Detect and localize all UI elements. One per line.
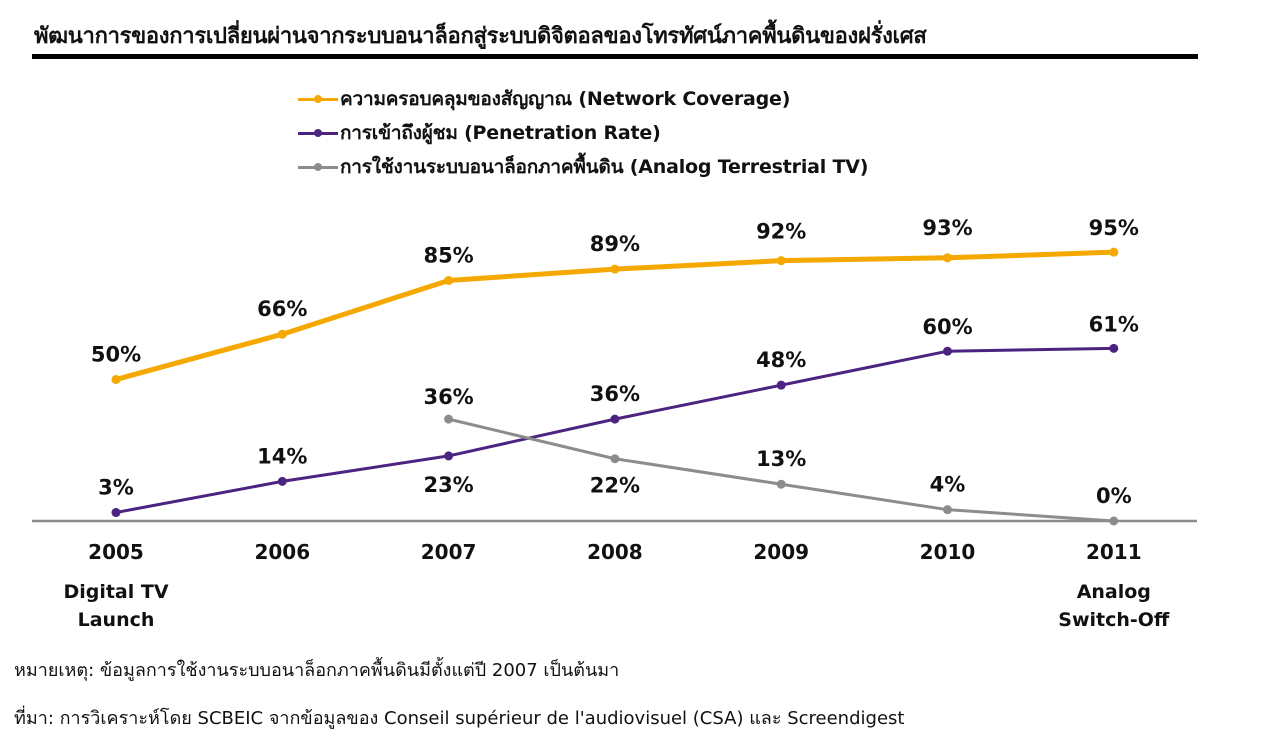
legend-item-network: ความครอบคลุมของสัญญาณ (Network Coverage) bbox=[298, 82, 868, 116]
legend-swatch-penetration bbox=[298, 127, 338, 139]
data-label-network: 66% bbox=[257, 297, 307, 321]
data-label-network: 95% bbox=[1089, 216, 1139, 240]
data-point-network bbox=[444, 275, 454, 285]
data-label-analog: 4% bbox=[930, 473, 966, 497]
data-point-network bbox=[776, 256, 786, 266]
data-point-penetration bbox=[111, 508, 121, 518]
data-label-penetration: 23% bbox=[423, 473, 473, 497]
x-tick-label: 2008 bbox=[587, 540, 643, 564]
data-point-network bbox=[1109, 247, 1119, 257]
data-label-analog: 22% bbox=[590, 474, 640, 498]
data-label-penetration: 36% bbox=[590, 382, 640, 406]
legend-label-analog: การใช้งานระบบอนาล็อกภาคพื้นดิน (Analog T… bbox=[340, 156, 869, 178]
data-point-analog bbox=[444, 414, 454, 424]
data-label-network: 89% bbox=[590, 232, 640, 256]
title-underline bbox=[32, 54, 1198, 59]
data-label-penetration: 60% bbox=[922, 315, 972, 339]
data-point-penetration bbox=[943, 346, 952, 356]
footnote-source: ที่มา: การวิเคราะห์โดย SCBEIC จากข้อมูลข… bbox=[14, 708, 905, 729]
x-tick-label: 2005 bbox=[88, 540, 144, 564]
legend-label-network: ความครอบคลุมของสัญญาณ (Network Coverage) bbox=[340, 88, 791, 110]
data-point-analog bbox=[943, 505, 952, 515]
data-label-network: 92% bbox=[756, 220, 806, 244]
x-tick-sublabel: Launch bbox=[78, 609, 155, 631]
data-point-analog bbox=[776, 479, 786, 489]
data-label-penetration: 61% bbox=[1089, 312, 1139, 336]
chart-title: พัฒนาการของการเปลี่ยนผ่านจากระบบอนาล็อกส… bbox=[34, 24, 927, 49]
data-label-network: 85% bbox=[423, 243, 473, 267]
data-point-penetration bbox=[277, 476, 287, 486]
data-point-network bbox=[610, 264, 620, 274]
data-label-penetration: 48% bbox=[756, 348, 806, 372]
data-point-network bbox=[111, 375, 121, 384]
data-label-network: 50% bbox=[91, 343, 141, 367]
x-tick-label: 2007 bbox=[421, 540, 477, 564]
legend-item-analog: การใช้งานระบบอนาล็อกภาคพื้นดิน (Analog T… bbox=[298, 150, 868, 184]
legend-item-penetration: การเข้าถึงผู้ชม (Penetration Rate) bbox=[298, 116, 868, 150]
x-tick-label: 2009 bbox=[753, 540, 809, 564]
x-tick-label: 2011 bbox=[1086, 540, 1142, 564]
data-label-analog: 0% bbox=[1096, 484, 1132, 508]
data-point-penetration bbox=[610, 414, 620, 424]
data-label-network: 93% bbox=[922, 216, 972, 240]
data-label-penetration: 3% bbox=[98, 476, 134, 500]
legend-label-penetration: การเข้าถึงผู้ชม (Penetration Rate) bbox=[340, 122, 661, 144]
legend-swatch-analog bbox=[298, 161, 338, 173]
x-tick-sublabel: Digital TV bbox=[63, 581, 168, 603]
x-tick-label: 2006 bbox=[254, 540, 310, 564]
chart-legend: ความครอบคลุมของสัญญาณ (Network Coverage)… bbox=[298, 82, 868, 184]
data-label-analog: 36% bbox=[423, 385, 473, 409]
x-tick-sublabel: Analog bbox=[1077, 581, 1151, 603]
data-point-penetration bbox=[776, 380, 786, 390]
data-label-penetration: 14% bbox=[257, 444, 307, 468]
data-label-analog: 13% bbox=[756, 447, 806, 471]
data-point-analog bbox=[1109, 516, 1119, 526]
data-point-penetration bbox=[1109, 343, 1119, 353]
data-point-penetration bbox=[444, 451, 454, 461]
data-point-analog bbox=[610, 454, 620, 464]
legend-swatch-network bbox=[298, 93, 338, 105]
data-point-network bbox=[943, 253, 952, 263]
x-tick-sublabel: Switch-Off bbox=[1058, 609, 1170, 631]
data-point-network bbox=[277, 329, 287, 339]
x-tick-label: 2010 bbox=[920, 540, 976, 564]
footnote-remark: หมายเหตุ: ข้อมูลการใช้งานระบบอนาล็อกภาคพ… bbox=[14, 660, 620, 681]
